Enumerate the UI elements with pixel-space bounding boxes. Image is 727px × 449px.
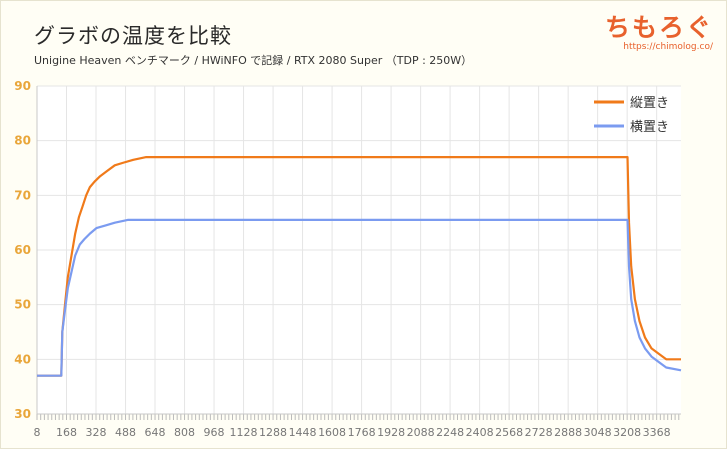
x-tick-label: 1928 bbox=[377, 426, 405, 439]
y-tick-label: 60 bbox=[14, 243, 31, 257]
x-tick-label: 648 bbox=[145, 426, 166, 439]
x-tick-label: 1448 bbox=[289, 426, 317, 439]
x-tick-label: 3208 bbox=[613, 426, 641, 439]
chart-subtitle: Unigine Heaven ベンチマーク / HWiNFO で記録 / RTX… bbox=[34, 54, 473, 67]
y-tick-label: 30 bbox=[14, 407, 31, 421]
y-tick-label: 40 bbox=[14, 352, 31, 366]
y-tick-label: 90 bbox=[14, 79, 31, 93]
x-tick-label: 2888 bbox=[554, 426, 582, 439]
y-tick-label: 50 bbox=[14, 298, 31, 312]
y-tick-label: 80 bbox=[14, 134, 31, 148]
x-tick-label: 3048 bbox=[584, 426, 612, 439]
x-tick-label: 488 bbox=[115, 426, 136, 439]
x-tick-label: 8 bbox=[34, 426, 41, 439]
x-tick-label: 1768 bbox=[348, 426, 376, 439]
x-tick-label: 3368 bbox=[643, 426, 671, 439]
series-line-vertical bbox=[37, 156, 681, 377]
x-tick-label: 2248 bbox=[436, 426, 464, 439]
x-tick-label: 1128 bbox=[230, 426, 258, 439]
x-tick-label: 2728 bbox=[525, 426, 553, 439]
chart-title: グラボの温度を比較 bbox=[34, 24, 232, 48]
legend-label: 縦置き bbox=[630, 96, 669, 111]
legend-label: 横置き bbox=[630, 120, 669, 135]
brand-url: https://chimolog.co/ bbox=[623, 42, 713, 52]
x-tick-label: 2088 bbox=[407, 426, 435, 439]
series-line-horizontal bbox=[37, 218, 682, 377]
x-tick-label: 808 bbox=[174, 426, 195, 439]
x-tick-label: 2408 bbox=[466, 426, 494, 439]
x-tick-label: 1608 bbox=[318, 426, 346, 439]
x-tick-label: 968 bbox=[204, 426, 225, 439]
brand-logo: ちもろぐ https://chimolog.co/ bbox=[605, 8, 713, 52]
x-tick-label: 2568 bbox=[495, 426, 523, 439]
brand-name: ちもろぐ bbox=[604, 13, 713, 42]
y-tick-label: 70 bbox=[14, 188, 31, 202]
x-tick-label: 1288 bbox=[259, 426, 287, 439]
x-tick-label: 328 bbox=[86, 426, 107, 439]
x-tick-label: 168 bbox=[56, 426, 77, 439]
